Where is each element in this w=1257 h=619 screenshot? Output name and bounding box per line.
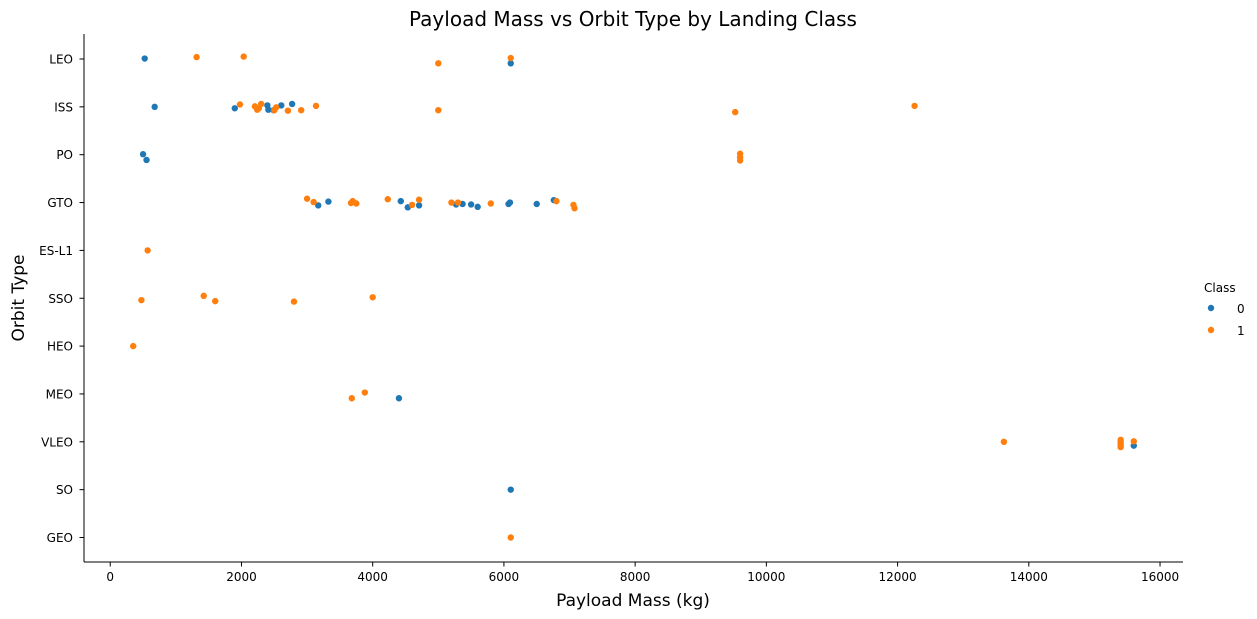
y-ticks: LEO ISS PO GTO ES-L1 SSO HEO MEO VLEO SO GEO bbox=[39, 53, 84, 545]
y-tick-label-geo: GEO bbox=[47, 531, 73, 545]
point-class-1 bbox=[236, 101, 244, 108]
point-class-0 bbox=[278, 102, 285, 109]
point-class-1 bbox=[130, 342, 137, 350]
y-tick-label-heo: HEO bbox=[47, 340, 73, 354]
point-class-1 bbox=[487, 200, 494, 207]
point-class-1 bbox=[240, 53, 247, 60]
point-class-1 bbox=[911, 102, 918, 110]
point-class-1 bbox=[736, 150, 744, 157]
y-tick-label-po: PO bbox=[56, 148, 73, 162]
point-class-1 bbox=[448, 199, 455, 206]
point-class-0 bbox=[265, 106, 272, 113]
point-class-1 bbox=[310, 198, 317, 206]
x-tick-label: 16000 bbox=[1141, 570, 1179, 584]
point-class-0 bbox=[139, 151, 147, 158]
point-class-1 bbox=[553, 197, 560, 205]
point-class-0 bbox=[415, 202, 423, 209]
point-class-1 bbox=[144, 247, 151, 254]
point-class-0 bbox=[288, 100, 296, 108]
point-class-1 bbox=[290, 298, 298, 305]
point-class-1 bbox=[435, 106, 442, 114]
point-class-1 bbox=[353, 200, 360, 207]
x-tick-label: 14000 bbox=[1010, 570, 1048, 584]
point-class-1 bbox=[361, 389, 369, 396]
point-class-1 bbox=[1130, 438, 1137, 445]
x-axis-title: Payload Mass (kg) bbox=[556, 591, 710, 611]
y-tick-label-vleo: VLEO bbox=[41, 435, 73, 449]
point-class-1 bbox=[384, 196, 391, 203]
point-class-0 bbox=[151, 103, 158, 111]
legend-marker-1 bbox=[1207, 326, 1215, 334]
legend: Class 0 1 bbox=[1204, 281, 1245, 338]
point-class-1 bbox=[312, 102, 320, 110]
point-class-0 bbox=[474, 203, 481, 211]
point-class-1 bbox=[1000, 438, 1008, 445]
point-class-1 bbox=[138, 296, 145, 304]
y-tick-label-iss: ISS bbox=[54, 100, 73, 114]
point-class-0 bbox=[395, 395, 403, 402]
point-class-1 bbox=[507, 534, 514, 541]
point-class-1 bbox=[348, 395, 355, 402]
point-class-1 bbox=[454, 199, 462, 206]
x-tick-label: 2000 bbox=[226, 570, 257, 584]
point-class-1 bbox=[507, 54, 514, 62]
point-class-0 bbox=[315, 202, 322, 209]
legend-label-1: 1 bbox=[1237, 324, 1245, 338]
point-class-1 bbox=[571, 205, 578, 212]
point-class-1 bbox=[408, 201, 416, 209]
point-class-0 bbox=[506, 199, 514, 206]
point-class-0 bbox=[397, 197, 404, 205]
point-class-1 bbox=[731, 108, 739, 116]
y-tick-label-meo: MEO bbox=[46, 387, 73, 401]
x-tick-label: 8000 bbox=[620, 570, 651, 584]
point-class-1 bbox=[193, 53, 200, 61]
point-class-1 bbox=[303, 195, 311, 202]
point-class-0 bbox=[141, 55, 148, 62]
point-class-0 bbox=[507, 60, 514, 67]
y-tick-label-sso: SSO bbox=[48, 292, 73, 306]
y-tick-label-gto: GTO bbox=[47, 196, 73, 210]
x-ticks: 0 2000 4000 6000 8000 10000 12000 14000 16000 bbox=[106, 562, 1179, 584]
legend-title: Class bbox=[1204, 281, 1236, 295]
point-class-0 bbox=[231, 105, 238, 112]
y-tick-label-es-l1: ES-L1 bbox=[39, 244, 73, 258]
chart-title: Payload Mass vs Orbit Type by Landing Cl… bbox=[409, 7, 857, 31]
point-class-1 bbox=[284, 107, 292, 114]
legend-marker-0 bbox=[1207, 304, 1215, 312]
point-class-1 bbox=[415, 196, 423, 203]
point-class-1 bbox=[435, 60, 442, 67]
data-points bbox=[130, 53, 1137, 541]
legend-label-0: 0 bbox=[1237, 302, 1245, 316]
point-class-1 bbox=[369, 294, 376, 301]
y-tick-label-so: SO bbox=[56, 483, 73, 497]
x-tick-label: 10000 bbox=[747, 570, 785, 584]
point-class-0 bbox=[507, 486, 514, 493]
x-tick-label: 0 bbox=[106, 570, 114, 584]
x-tick-label: 4000 bbox=[357, 570, 388, 584]
y-axis-title: Orbit Type bbox=[9, 254, 29, 341]
point-class-1 bbox=[200, 292, 207, 300]
point-class-1 bbox=[212, 297, 219, 305]
point-class-0 bbox=[143, 156, 150, 164]
plot-area bbox=[83, 34, 1183, 563]
point-class-1 bbox=[297, 106, 305, 114]
point-class-1 bbox=[273, 104, 280, 111]
x-tick-label: 12000 bbox=[878, 570, 916, 584]
point-class-1 bbox=[1117, 436, 1124, 444]
y-tick-label-leo: LEO bbox=[49, 53, 73, 67]
point-class-0 bbox=[325, 198, 332, 205]
point-class-1 bbox=[257, 100, 265, 108]
point-class-0 bbox=[467, 201, 475, 208]
point-class-0 bbox=[533, 200, 540, 208]
x-tick-label: 6000 bbox=[489, 570, 520, 584]
